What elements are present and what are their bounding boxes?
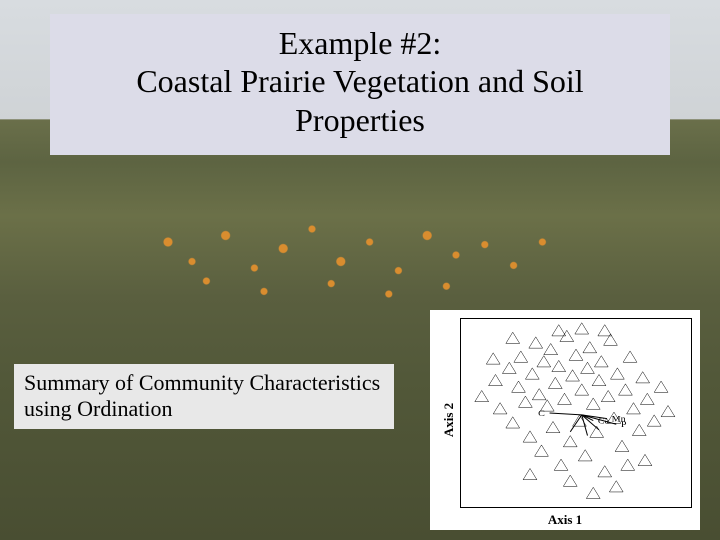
flower-patch [120, 190, 600, 320]
chart-y-axis-label: Axis 2 [441, 403, 457, 437]
title-line-1: Example #2: [70, 24, 650, 62]
svg-text:P: P [621, 420, 627, 429]
chart-plot-area: CCaMnP [460, 318, 692, 508]
title-line-2: Coastal Prairie Vegetation and Soil Prop… [70, 62, 650, 139]
slide-subtitle: Summary of Community Characteristics usi… [14, 364, 394, 429]
chart-x-axis-label: Axis 1 [548, 512, 582, 528]
svg-text:C: C [538, 409, 545, 418]
ordination-chart: Axis 2 CCaMnP Axis 1 [430, 310, 700, 530]
chart-svg: CCaMnP [461, 319, 691, 507]
slide-title: Example #2: Coastal Prairie Vegetation a… [50, 14, 670, 155]
subtitle-text: Summary of Community Characteristics usi… [24, 370, 380, 421]
